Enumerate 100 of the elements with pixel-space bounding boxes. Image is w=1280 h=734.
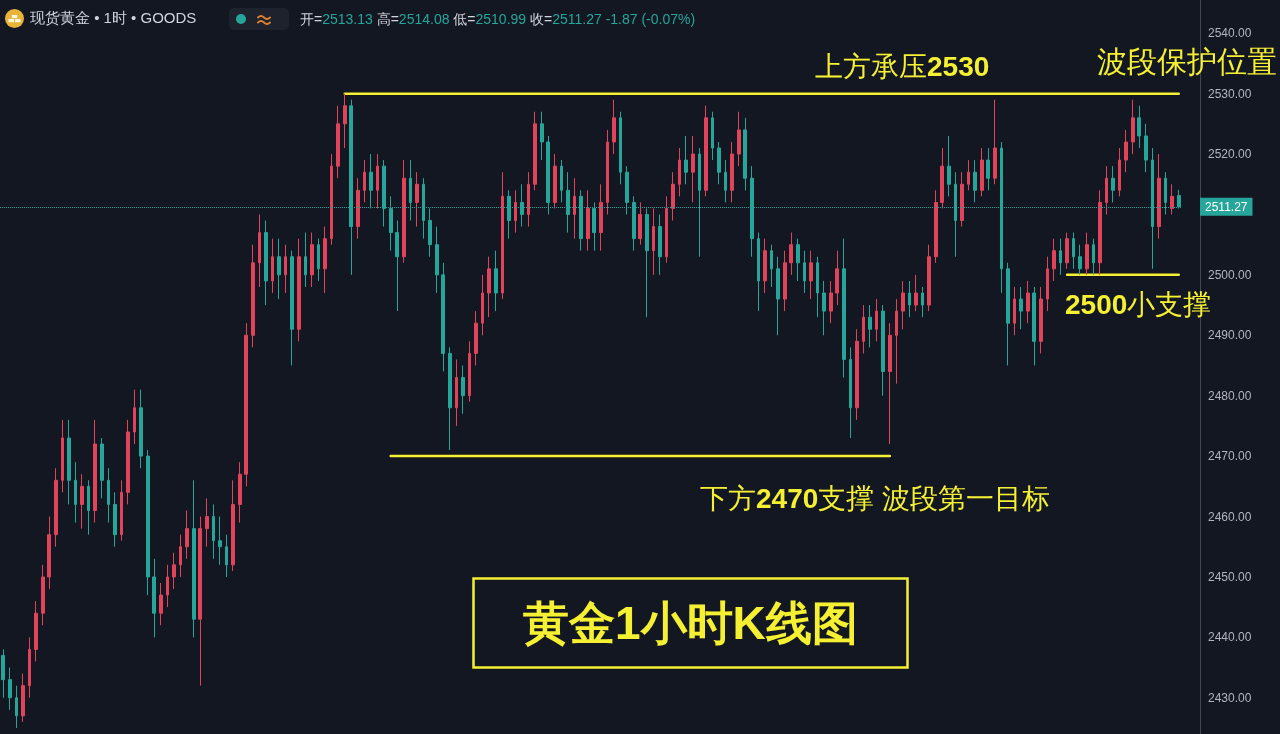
candlestick [126,419,130,505]
candlestick [927,244,931,312]
candlestick [304,232,307,288]
candlestick [606,129,609,215]
candlestick [481,274,484,336]
candlestick [402,159,406,264]
candlestick [264,220,268,306]
candlestick [776,256,780,336]
candlestick [74,461,77,524]
annotation: 上方承压2530 [815,51,990,83]
candlestick [1085,232,1089,276]
candlestick [934,189,938,264]
candlestick [284,244,287,294]
candlestick [159,582,163,626]
candlestick [468,340,471,403]
candlestick [527,171,530,228]
candlestick [921,286,924,318]
candlestick [212,503,215,560]
candlestick [120,479,123,542]
candlestick [1026,280,1030,324]
candlestick [1131,99,1135,155]
candlestick [28,636,31,699]
candlestick [152,558,156,638]
candlestick [205,497,209,548]
candlestick [514,189,517,234]
candlestick [113,491,117,548]
candlestick [343,93,347,149]
candlestick [225,534,228,578]
candlestick [494,250,498,312]
candlestick [908,280,911,318]
candlestick [238,461,242,524]
candlestick [967,159,970,191]
candlestick [711,111,714,161]
y-tick-label: 2520.00 [1208,147,1252,162]
candlestick [218,516,222,566]
candlestick [41,564,45,626]
candlestick [993,99,997,185]
candlestick [192,479,196,638]
candlestick [1039,286,1043,354]
candlestick [862,304,865,354]
candlestick [54,467,58,548]
candlestick [461,364,465,415]
annotation: 2500小支撑 [1065,289,1212,321]
candlestick [455,358,458,427]
y-tick-label: 2530.00 [1208,86,1252,101]
candlestick [395,220,399,312]
candlestick [415,171,419,228]
y-tick-label: 2540.00 [1208,26,1252,41]
candlestick [448,346,452,451]
candlestick [231,479,235,572]
candlestick [428,207,432,258]
text: 黄金1小时K线图 [523,597,858,649]
candlestick [139,389,143,469]
candlestick [1046,256,1049,312]
candlestick [533,111,537,191]
candlestick [1111,165,1115,203]
candlestick [356,177,360,240]
candlestick [1019,286,1023,330]
candlestick [336,105,340,179]
candlestick [980,147,984,197]
candlestick [80,473,84,530]
candlestick [474,310,478,366]
candlestick [172,552,176,590]
candlestick [665,195,668,264]
candlestick [179,534,182,578]
y-tick-label: 2460.00 [1208,509,1252,524]
candlestick [914,274,918,312]
candlestick [1006,262,1010,366]
candlestick [1118,147,1121,197]
candlestick [133,389,136,445]
y-tick-label: 2470.00 [1208,449,1252,464]
candlestick [724,159,727,203]
candlestick [652,207,655,276]
candlestick [619,111,622,185]
candlestick [796,238,800,282]
candlestick [763,238,767,294]
candlestick [691,135,695,203]
candlestick [251,244,255,348]
candlestick [757,232,760,312]
candlestick [244,322,248,487]
candlestick [678,147,681,197]
candlestick [185,509,189,560]
candlestick [540,111,544,161]
candlestick [61,419,64,493]
candlestick [1072,232,1075,270]
candlestick [973,159,977,203]
candlestick [888,322,892,445]
candlestick [868,304,872,348]
candlestick [34,600,38,663]
candlestick [789,232,793,276]
candlestick [1098,189,1102,276]
candlestick [803,250,806,294]
candlestick [330,153,333,246]
candlestick [835,250,839,306]
candlestick [323,226,327,294]
candlestick [717,141,721,185]
candlestick [87,479,90,536]
annotation: 下方2470支撑 波段第一目标 [700,482,1051,514]
y-tick-label: 2430.00 [1208,690,1252,705]
candlestick [100,437,104,499]
